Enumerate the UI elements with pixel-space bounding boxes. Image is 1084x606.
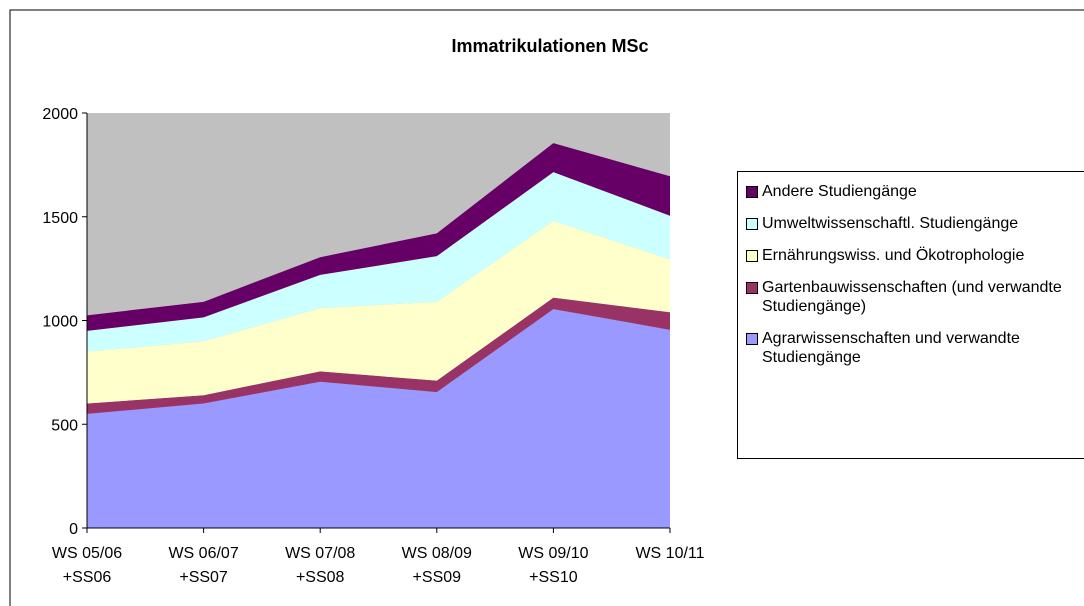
chart-title: Immatrikulationen MSc — [451, 36, 648, 56]
legend: Andere Studiengänge Umweltwissenschaftl. … — [737, 171, 1084, 459]
x-tick-label-line: WS 05/06 — [52, 545, 122, 562]
y-tick-label: 1000 — [42, 314, 78, 331]
y-tick-label: 0 — [69, 521, 78, 538]
x-tick-label-line: +SS07 — [179, 569, 228, 586]
x-tick-label: WS 08/09 +SS09 — [402, 545, 472, 586]
x-tick-label-line: WS 07/08 — [285, 545, 355, 562]
legend-swatch — [746, 333, 758, 345]
y-tick-label: 500 — [51, 417, 78, 434]
legend-label: Agrarwissenschaften und verwandte Studie… — [762, 330, 1020, 366]
legend-label: Ernährungswiss. und Ökotrophologie — [762, 247, 1025, 264]
area — [87, 143, 670, 331]
legend-label: Umweltwissenschaftl. Studiengänge — [762, 215, 1019, 232]
legend-item: Agrarwissenschaften und verwandte Studie… — [746, 329, 1084, 367]
legend-item: Umweltwissenschaftl. Studiengänge — [746, 214, 1084, 233]
legend-label: Andere Studiengänge — [762, 183, 917, 200]
x-tick-label-line: +SS09 — [413, 569, 462, 586]
area — [87, 309, 670, 528]
legend-label: Gartenbauwissenschaften (und verwandte S… — [762, 279, 1062, 315]
x-tick-label-line: WS 10/11 — [635, 545, 704, 562]
x-tick-label-line: WS 06/07 — [168, 545, 238, 562]
legend-swatch — [746, 218, 758, 230]
x-tick-label-line: WS 09/10 — [518, 545, 588, 562]
x-tick-label: WS 10/11 — [635, 545, 704, 562]
legend-swatch — [746, 186, 758, 198]
x-tick-label-line: +SS10 — [529, 569, 578, 586]
x-tick-label: WS 05/06 +SS06 — [52, 545, 122, 586]
legend-item: Gartenbauwissenschaften (und verwandte S… — [746, 278, 1084, 316]
y-tick-label: 1500 — [42, 210, 78, 227]
x-tick-label-line: +SS08 — [296, 569, 345, 586]
x-tick-label: WS 07/08 +SS08 — [285, 545, 355, 586]
x-tick-label: WS 09/10 +SS10 — [518, 545, 588, 586]
x-tick-label-line: +SS06 — [63, 569, 112, 586]
x-tick-label-line: WS 08/09 — [402, 545, 472, 562]
area — [87, 297, 670, 414]
legend-item: Andere Studiengänge — [746, 182, 1084, 201]
legend-item: Ernährungswiss. und Ökotrophologie — [746, 246, 1084, 265]
x-tick-label: WS 06/07 +SS07 — [168, 545, 238, 586]
area — [87, 220, 670, 404]
legend-swatch — [746, 250, 758, 262]
legend-swatch — [746, 282, 758, 294]
area — [87, 172, 670, 352]
y-tick-label: 2000 — [42, 106, 78, 123]
